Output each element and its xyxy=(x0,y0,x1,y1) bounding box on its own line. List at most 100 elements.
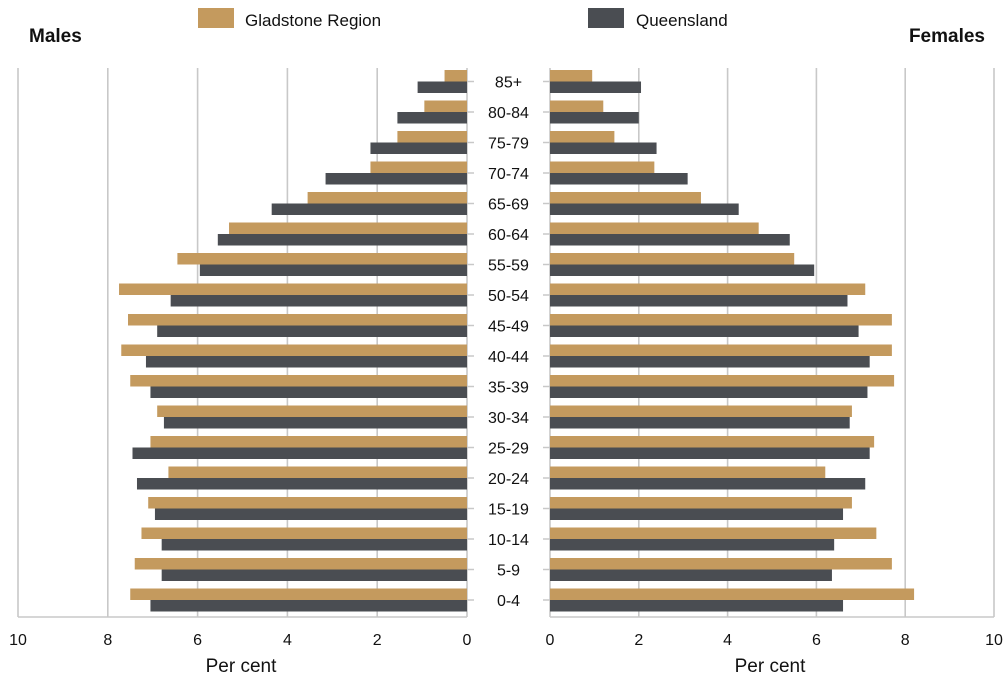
bar-females-queensland-30-34 xyxy=(550,417,850,429)
bar-males-gladstone-55-59 xyxy=(177,253,467,265)
legend-label-queensland: Queensland xyxy=(636,11,728,30)
bar-males-queensland-25-29 xyxy=(132,447,467,459)
x-tick-left-8: 8 xyxy=(103,632,112,649)
x-tick-left-0: 0 xyxy=(463,632,472,649)
age-labels: 85+ 80-84 75-79 70-74 65-69 60-64 55-59 50-54 45… xyxy=(467,75,550,610)
x-tick-right-0: 0 xyxy=(546,632,555,649)
bar-females-gladstone-20-24 xyxy=(550,466,826,478)
bar-males-queensland-65-69 xyxy=(271,203,467,215)
x-tick-left-6: 6 xyxy=(193,632,202,649)
bar-males-gladstone-25-29 xyxy=(150,436,467,448)
x-tick-right-6: 6 xyxy=(812,632,821,649)
bar-males-queensland-5-9 xyxy=(161,569,467,581)
bar-females-queensland-55-59 xyxy=(550,264,815,276)
bar-females-gladstone-65-69 xyxy=(550,192,701,204)
bar-males-queensland-20-24 xyxy=(136,478,468,490)
bar-males-queensland-0-4 xyxy=(150,600,467,612)
bar-males-queensland-50-54 xyxy=(170,295,467,307)
bar-males-queensland-30-34 xyxy=(163,417,468,429)
age-label-45-49: 45-49 xyxy=(488,319,529,336)
bar-males-queensland-55-59 xyxy=(199,264,467,276)
bar-females-queensland-5-9 xyxy=(550,569,832,581)
bar-females-gladstone-30-34 xyxy=(550,405,852,417)
bar-males-gladstone-40-44 xyxy=(121,344,468,356)
bar-males-queensland-75-79 xyxy=(370,142,467,154)
age-label-85+: 85+ xyxy=(495,75,522,92)
bar-males-gladstone-0-4 xyxy=(130,588,467,600)
bar-males-queensland-45-49 xyxy=(157,325,467,337)
x-tick-right-10: 10 xyxy=(985,632,1003,649)
x-tick-left-4: 4 xyxy=(283,632,292,649)
age-label-25-29: 25-29 xyxy=(488,441,529,458)
bar-males-queensland-60-64 xyxy=(217,234,467,246)
age-label-15-19: 15-19 xyxy=(488,502,529,519)
legend-label-gladstone: Gladstone Region xyxy=(245,11,381,30)
bar-females-gladstone-70-74 xyxy=(550,161,655,173)
bar-males-gladstone-45-49 xyxy=(128,314,467,326)
x-axis-title-right: Per cent xyxy=(735,656,806,677)
bar-males-gladstone-75-79 xyxy=(397,131,467,143)
bar-females-gladstone-0-4 xyxy=(550,588,915,600)
bar-males-gladstone-35-39 xyxy=(130,375,467,387)
bar-males-gladstone-15-19 xyxy=(148,497,467,509)
bar-females-queensland-25-29 xyxy=(550,447,870,459)
left-panel-title: Males xyxy=(29,26,82,47)
bar-females-gladstone-80-84 xyxy=(550,100,604,112)
bar-males-gladstone-70-74 xyxy=(370,161,467,173)
age-label-50-54: 50-54 xyxy=(488,288,529,305)
bar-males-queensland-35-39 xyxy=(150,386,467,398)
age-label-20-24: 20-24 xyxy=(488,471,529,488)
bar-males-gladstone-85+ xyxy=(444,70,467,82)
bar-females-queensland-40-44 xyxy=(550,356,870,368)
bar-males-gladstone-50-54 xyxy=(119,283,468,295)
bar-males-gladstone-65-69 xyxy=(307,192,467,204)
bar-females-queensland-65-69 xyxy=(550,203,739,215)
bar-males-gladstone-10-14 xyxy=(141,527,467,539)
bar-females-queensland-80-84 xyxy=(550,112,639,124)
x-tick-right-4: 4 xyxy=(723,632,732,649)
bar-females-gladstone-85+ xyxy=(550,70,593,82)
legend: Gladstone Region Queensland xyxy=(198,8,728,30)
bar-females-queensland-35-39 xyxy=(550,386,868,398)
bar-females-queensland-20-24 xyxy=(550,478,866,490)
age-label-35-39: 35-39 xyxy=(488,380,529,397)
age-label-40-44: 40-44 xyxy=(488,349,529,366)
age-label-75-79: 75-79 xyxy=(488,136,529,153)
age-label-70-74: 70-74 xyxy=(488,166,529,183)
age-label-65-69: 65-69 xyxy=(488,197,529,214)
age-label-60-64: 60-64 xyxy=(488,227,529,244)
bar-females-queensland-85+ xyxy=(550,81,642,93)
bar-females-gladstone-15-19 xyxy=(550,497,852,509)
legend-swatch-queensland xyxy=(588,8,624,28)
x-tick-right-8: 8 xyxy=(901,632,910,649)
bar-females-gladstone-25-29 xyxy=(550,436,875,448)
age-label-0-4: 0-4 xyxy=(497,593,520,610)
bar-males-gladstone-80-84 xyxy=(424,100,467,112)
x-tick-left-2: 2 xyxy=(373,632,382,649)
bar-males-gladstone-20-24 xyxy=(168,466,468,478)
age-label-5-9: 5-9 xyxy=(497,563,520,580)
bar-females-queensland-0-4 xyxy=(550,600,844,612)
bar-females-queensland-15-19 xyxy=(550,508,844,520)
bar-females-queensland-60-64 xyxy=(550,234,790,246)
bar-males-queensland-85+ xyxy=(417,81,467,93)
bar-males-gladstone-5-9 xyxy=(134,558,468,570)
bar-males-gladstone-60-64 xyxy=(229,222,467,234)
age-label-55-59: 55-59 xyxy=(488,258,529,275)
bar-females-queensland-75-79 xyxy=(550,142,657,154)
age-label-30-34: 30-34 xyxy=(488,410,529,427)
bar-females-gladstone-60-64 xyxy=(550,222,759,234)
x-tick-right-2: 2 xyxy=(634,632,643,649)
bar-females-queensland-50-54 xyxy=(550,295,848,307)
bar-females-gladstone-50-54 xyxy=(550,283,866,295)
bar-males-queensland-80-84 xyxy=(397,112,467,124)
x-axis-title-left: Per cent xyxy=(206,656,277,677)
bar-females-gladstone-5-9 xyxy=(550,558,892,570)
bar-females-queensland-10-14 xyxy=(550,539,835,551)
bar-females-gladstone-40-44 xyxy=(550,344,892,356)
x-tick-left-10: 10 xyxy=(9,632,27,649)
bar-females-queensland-70-74 xyxy=(550,173,688,185)
bar-females-gladstone-35-39 xyxy=(550,375,895,387)
bar-males-queensland-40-44 xyxy=(145,356,467,368)
